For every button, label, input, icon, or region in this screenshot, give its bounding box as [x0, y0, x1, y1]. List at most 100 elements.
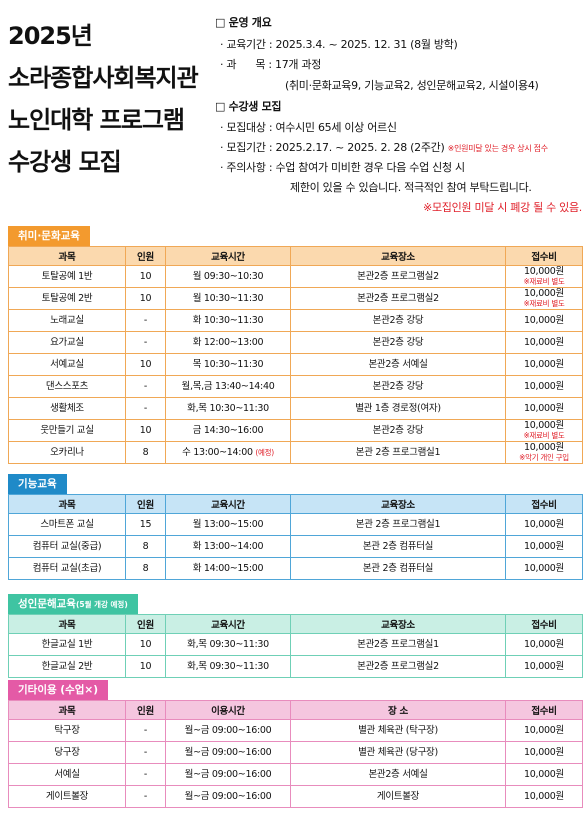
header-cell: 인원 — [125, 700, 166, 720]
cell-text: 목 10:30~11:30 — [192, 358, 264, 370]
cell: 10,000원 — [505, 785, 583, 808]
cell: 수 13:00~14:00 (예정) — [165, 441, 291, 464]
cell: 10,000원 ※재료비 별도 — [505, 287, 583, 310]
cell-text: 화 10:30~11:30 — [192, 314, 264, 326]
cell: 본관2층 강당 — [290, 375, 506, 398]
cell-text: 탁구장 — [54, 724, 80, 736]
header-cell: 인원 — [125, 614, 166, 634]
section-title: 취미·문화교육 — [18, 230, 80, 242]
header-cell: 접수비 — [505, 700, 583, 720]
cell-text: 별관 체육관 (탁구장) — [358, 724, 438, 736]
cell: 게이트볼장 — [290, 785, 506, 808]
cell: 월~금 09:00~16:00 — [165, 719, 291, 742]
cell-text: - — [143, 402, 148, 414]
cell-text: 본관2층 서예실 — [368, 358, 428, 370]
cell: 서예실 — [8, 763, 126, 786]
row: 한글교실 1반 10 화,목 09:30~11:30 본관2층 프로그램실1 10,00… — [8, 633, 583, 656]
cell-text: 본관2층 프로그램실1 — [357, 638, 439, 650]
cell-text: 월~금 09:00~16:00 — [184, 724, 272, 736]
header-cell: 과목 — [8, 494, 126, 514]
cell-text: 본관2층 강당 — [372, 336, 424, 348]
cell-text: 스마트폰 교실 — [40, 518, 94, 530]
cell: 10,000원 — [505, 331, 583, 354]
header-row: 과목 인원 이용시간 장 소 접수비 — [8, 700, 583, 720]
cell: 당구장 — [8, 741, 126, 764]
warning: ※모집인원 미달 시 폐강 될 수 있음. — [423, 201, 582, 214]
header-cell: 과목 — [8, 614, 126, 634]
row: 토탈공예 2반 10 월 10:30~11:30 본관2층 프로그램실2 10,000원… — [8, 287, 583, 310]
fee-note: ※재료비 별도 — [523, 276, 565, 286]
heading: □ 수강생 모집 — [215, 100, 282, 113]
fee-note: ※악기 개인 구입 — [519, 452, 569, 462]
cell: 10,000원 ※재료비 별도 — [505, 419, 583, 442]
cell-text: 10,000원 — [524, 441, 564, 453]
cell-text: 월 13:00~15:00 — [192, 518, 264, 530]
cell: 댄스스포츠 — [8, 375, 126, 398]
section: 기능교육 과목 인원 교육시간 교육장소 접수비 스마트폰 교실 15 월 13:00~15:0… — [8, 472, 583, 580]
cell-text: 본관 2층 프로그램실1 — [355, 446, 441, 458]
cell: 화,목 09:30~11:30 — [165, 633, 291, 656]
row: 댄스스포츠 - 월,목,금 13:40~14:40 본관2층 강당 10,000원 — [8, 375, 583, 398]
cell: - — [125, 719, 166, 742]
cell-text: 화 12:00~13:00 — [192, 336, 264, 348]
cell: 웃만들기 교실 — [8, 419, 126, 442]
cell: 본관2층 서예실 — [290, 353, 506, 376]
table: 과목 인원 교육시간 교육장소 접수비 토탈공예 1반 10 월 09:30~10:30 본관2… — [8, 246, 583, 464]
cell-text: 화 14:00~15:00 — [192, 562, 264, 574]
cell: - — [125, 375, 166, 398]
table: 과목 인원 교육시간 교육장소 접수비 스마트폰 교실 15 월 13:00~15:00 본관 … — [8, 494, 583, 580]
cell-text: 본관2층 프로그램실2 — [357, 660, 439, 672]
cell-text: 월~금 09:00~16:00 — [184, 746, 272, 758]
cell: 토탈공예 1반 — [8, 265, 126, 288]
row: 컴퓨터 교실(중급) 8 화 13:00~14:00 본관 2층 컴퓨터실 10,000… — [8, 535, 583, 558]
cell: 월,목,금 13:40~14:40 — [165, 375, 291, 398]
cell: 10,000원 — [505, 309, 583, 332]
cell-text: 웃만들기 교실 — [40, 424, 94, 436]
row: 노래교실 - 화 10:30~11:30 본관2층 강당 10,000원 — [8, 309, 583, 332]
cell-text: 본관 2층 컴퓨터실 — [362, 562, 434, 574]
cell-text: 10 — [139, 270, 152, 282]
cell-text: 별관 1층 경로정(여자) — [355, 402, 441, 414]
section: 기타이용 (수업×) 과목 인원 이용시간 장 소 접수비 탁구장 - 월~금 09:00~16… — [8, 678, 583, 808]
cell: 월~금 09:00~16:00 — [165, 785, 291, 808]
cell-text: 10,000원 — [524, 336, 564, 348]
cell-text: 컴퓨터 교실(초급) — [32, 562, 102, 574]
cell-text: 10,000원 — [524, 540, 564, 552]
cell: 화 10:30~11:30 — [165, 309, 291, 332]
cell: 10,000원 — [505, 655, 583, 678]
cell-text: 요가교실 — [50, 336, 84, 348]
info-line: · 모집대상 : 여수시민 65세 이상 어르신 — [220, 121, 397, 134]
cell-text: 컴퓨터 교실(중급) — [32, 540, 102, 552]
header-cell: 인원 — [125, 494, 166, 514]
cell: 월 13:00~15:00 — [165, 513, 291, 536]
cell: 화 12:00~13:00 — [165, 331, 291, 354]
cell: 월 09:30~10:30 — [165, 265, 291, 288]
cell-text: 8 — [142, 540, 149, 552]
time-note: (예정) — [255, 447, 274, 457]
info-line: 제한이 있을 수 있습니다. 적극적인 참여 부탁드립니다. — [290, 181, 532, 194]
cell-text: 본관 2층 컴퓨터실 — [362, 540, 434, 552]
info-line: · 교육기간 : 2025.3.4. ~ 2025. 12. 31 (8월 방학… — [220, 38, 458, 51]
fee-note: ※재료비 별도 — [523, 430, 565, 440]
cell: 10,000원 — [505, 397, 583, 420]
cell: 생활체조 — [8, 397, 126, 420]
cell: 본관 2층 프로그램실1 — [290, 513, 506, 536]
cell: - — [125, 397, 166, 420]
section-tab: 기능교육 — [8, 474, 67, 494]
cell-text: 10,000원 — [524, 265, 564, 277]
cell: 컴퓨터 교실(초급) — [8, 557, 126, 580]
heading: □ 운영 개요 — [215, 16, 272, 29]
header-row: 과목 인원 교육시간 교육장소 접수비 — [8, 614, 583, 634]
cell: - — [125, 309, 166, 332]
cell-text: 서예교실 — [50, 358, 84, 370]
cell-text: 10,000원 — [524, 358, 564, 370]
cell-text: - — [143, 380, 148, 392]
cell: 본관2층 프로그램실1 — [290, 633, 506, 656]
row: 요가교실 - 화 12:00~13:00 본관2층 강당 10,000원 — [8, 331, 583, 354]
cell-text: 서예실 — [54, 768, 80, 780]
cell-text: 토탈공예 2반 — [41, 292, 93, 304]
cell-text: - — [143, 768, 148, 780]
cell-text: 본관 2층 프로그램실1 — [355, 518, 441, 530]
row: 게이트볼장 - 월~금 09:00~16:00 게이트볼장 10,000원 — [8, 785, 583, 808]
info-line: · 모집기간 : 2025.2.17. ~ 2025. 2. 28 (2주간) … — [220, 139, 548, 155]
